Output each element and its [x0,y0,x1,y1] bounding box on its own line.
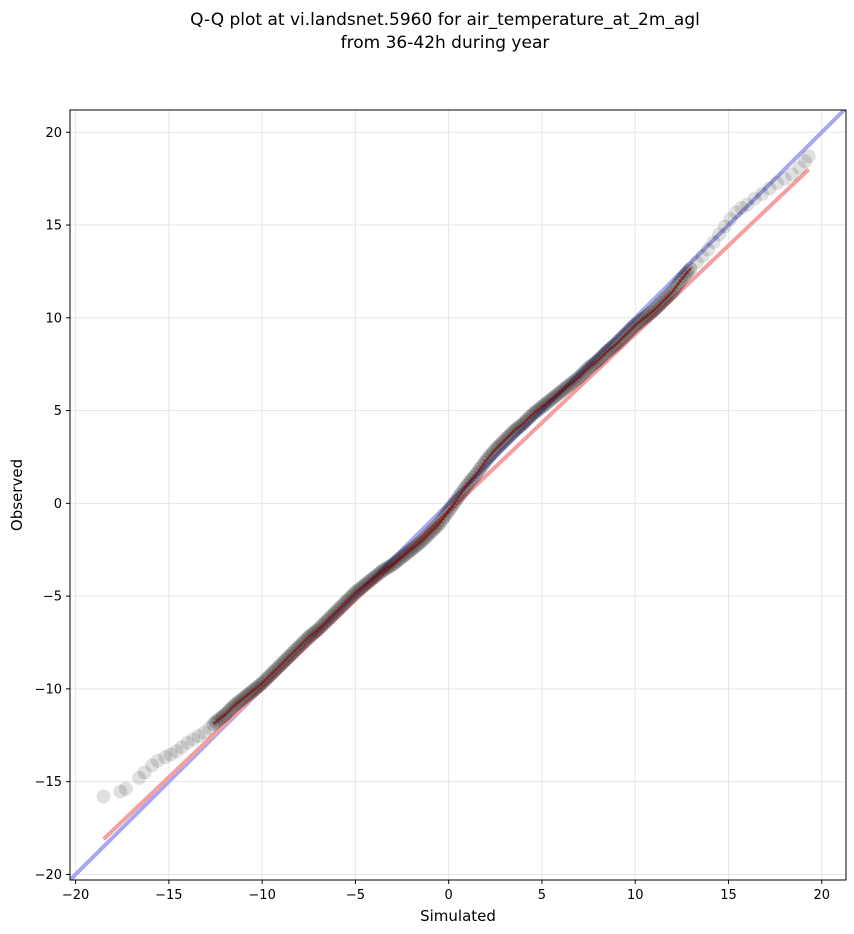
y-tick-label: 20 [45,126,62,141]
quantile-point [797,154,812,169]
x-tick-label: 5 [538,888,546,903]
y-tick-label: 10 [45,311,62,326]
plot-area [70,110,846,880]
quantile-point [163,747,178,762]
chart-title-line-1: Q-Q plot at vi.landsnet.5960 for air_tem… [190,10,700,30]
identity-line [70,110,846,880]
x-axis-label: Simulated [420,907,496,925]
quantile-point [784,167,799,182]
y-tick-label: −10 [35,682,62,697]
quantile-point [197,725,212,740]
quantile-point [689,255,704,270]
quantile-point [740,197,755,212]
quantile-point [180,735,195,750]
y-tick-label: 0 [54,497,62,512]
y-axis-label: Observed [8,459,26,531]
plot-frame [69,109,847,881]
quantile-point [145,758,160,773]
quantile-point [695,249,710,264]
y-tick-label: −20 [35,868,62,883]
quantile-point [96,789,111,804]
quantile-point [792,160,807,175]
quantile-point [728,205,743,220]
quantile-points [96,149,816,804]
reference-lines [70,110,846,880]
x-tick-label: −5 [346,888,365,903]
x-tick-label: −15 [155,888,182,903]
quantile-point [174,740,189,755]
y-tick-label: 5 [54,404,62,419]
x-tick-label: 0 [445,888,453,903]
x-tick-label: 20 [813,888,830,903]
quantile-point [700,242,715,257]
y-tick-label: −5 [43,590,62,605]
quantile-point [191,729,206,744]
quantile-point [723,212,738,227]
quantile-point [801,149,816,164]
quantile-point [706,235,721,250]
quantile-point [186,732,201,747]
y-axis-ticks: −20 −15 −10 −5 0 5 10 15 20 [35,126,70,883]
quantile-point [137,765,152,780]
quantile-point [150,753,165,768]
chart-title-line-2: from 36-42h during year [341,33,550,53]
quantile-point [747,191,762,206]
quantile-point [777,171,792,186]
x-tick-label: 10 [627,888,644,903]
quantile-point [769,176,784,191]
x-axis-ticks: −20 −15 −10 −5 0 5 10 15 20 [62,880,830,903]
quantile-point [762,181,777,196]
quantile-point [169,744,184,759]
quantile-point [158,750,173,765]
quantile-center-trace [212,266,693,726]
quantile-point [755,186,770,201]
fit-line [102,167,811,841]
y-tick-label: −15 [35,775,62,790]
x-tick-label: −10 [248,888,275,903]
quantile-point [717,219,732,234]
quantile-point [712,227,727,242]
quantile-point [132,770,147,785]
quantile-point [113,784,128,799]
y-tick-label: 15 [45,219,62,234]
quantile-point [118,781,133,796]
quantile-point [202,720,217,735]
quantile-point [734,200,749,215]
x-tick-label: 15 [720,888,737,903]
x-tick-label: −20 [62,888,89,903]
